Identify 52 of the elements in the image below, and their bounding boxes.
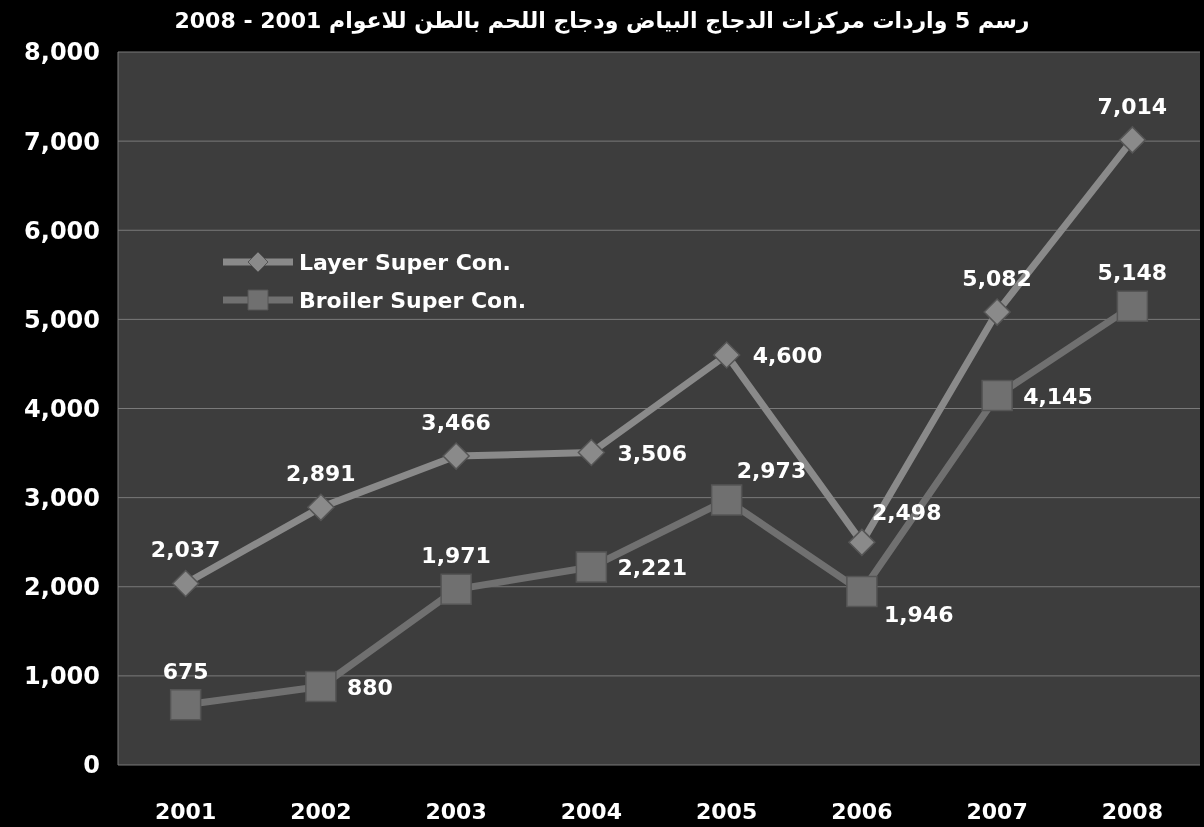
y-tick-label: 0 [83,751,100,780]
y-tick-label: 7,000 [24,127,100,156]
data-label: 1,946 [883,601,954,627]
x-tick-label: 2006 [831,799,893,824]
legend-label: Broiler Super Con. [299,287,527,313]
legend-label: Layer Super Con. [299,249,511,275]
data-label: 2,973 [736,458,807,484]
data-label: 3,466 [421,410,491,436]
y-tick-label: 6,000 [24,216,100,245]
data-label: 7,014 [1097,93,1168,119]
data-label: 4,145 [1023,383,1093,409]
point [442,442,470,470]
x-tick-label: 2003 [425,799,487,824]
y-tick-label: 8,000 [24,38,100,67]
point [1116,290,1149,322]
point [848,528,876,557]
y-tick-label: 4,000 [24,394,100,423]
data-label: 4,600 [752,343,823,369]
point [712,341,741,369]
point [983,298,1011,326]
data-label: 2,891 [286,461,356,487]
y-tick-label: 2,000 [24,573,100,602]
point [981,379,1013,412]
y-tick-label: 5,000 [24,305,100,334]
point [575,551,608,583]
data-label: 880 [346,674,393,700]
y-tick-label: 1,000 [24,662,100,691]
point [440,573,472,606]
x-tick-label: 2004 [560,799,622,824]
chart-title: رسم 5 واردات مركزات الدجاج البياض ودجاج اللحم بالطن للاعوام 2001 - 2008 [174,8,1030,34]
x-tick-label: 2007 [966,799,1028,824]
data-label: 2,037 [150,537,221,563]
point [305,670,337,703]
data-label: 3,506 [617,440,687,466]
data-label: 675 [162,658,209,684]
data-label: 2,221 [617,555,687,581]
x-tick-label: 2002 [290,799,352,824]
x-tick-label: 2001 [155,799,217,824]
point [171,569,200,598]
data-label: 2,498 [871,500,942,526]
data-label: 1,971 [421,543,491,569]
x-tick-label: 2005 [696,799,758,824]
x-tick-label: 2008 [1101,799,1163,824]
data-label: 5,082 [962,266,1032,292]
data-label: 5,148 [1097,260,1168,286]
point [1118,126,1147,154]
y-tick-label: 3,000 [24,484,100,513]
point [846,575,878,608]
point [169,689,202,721]
point [710,484,743,516]
point [307,493,335,522]
point [577,438,606,467]
